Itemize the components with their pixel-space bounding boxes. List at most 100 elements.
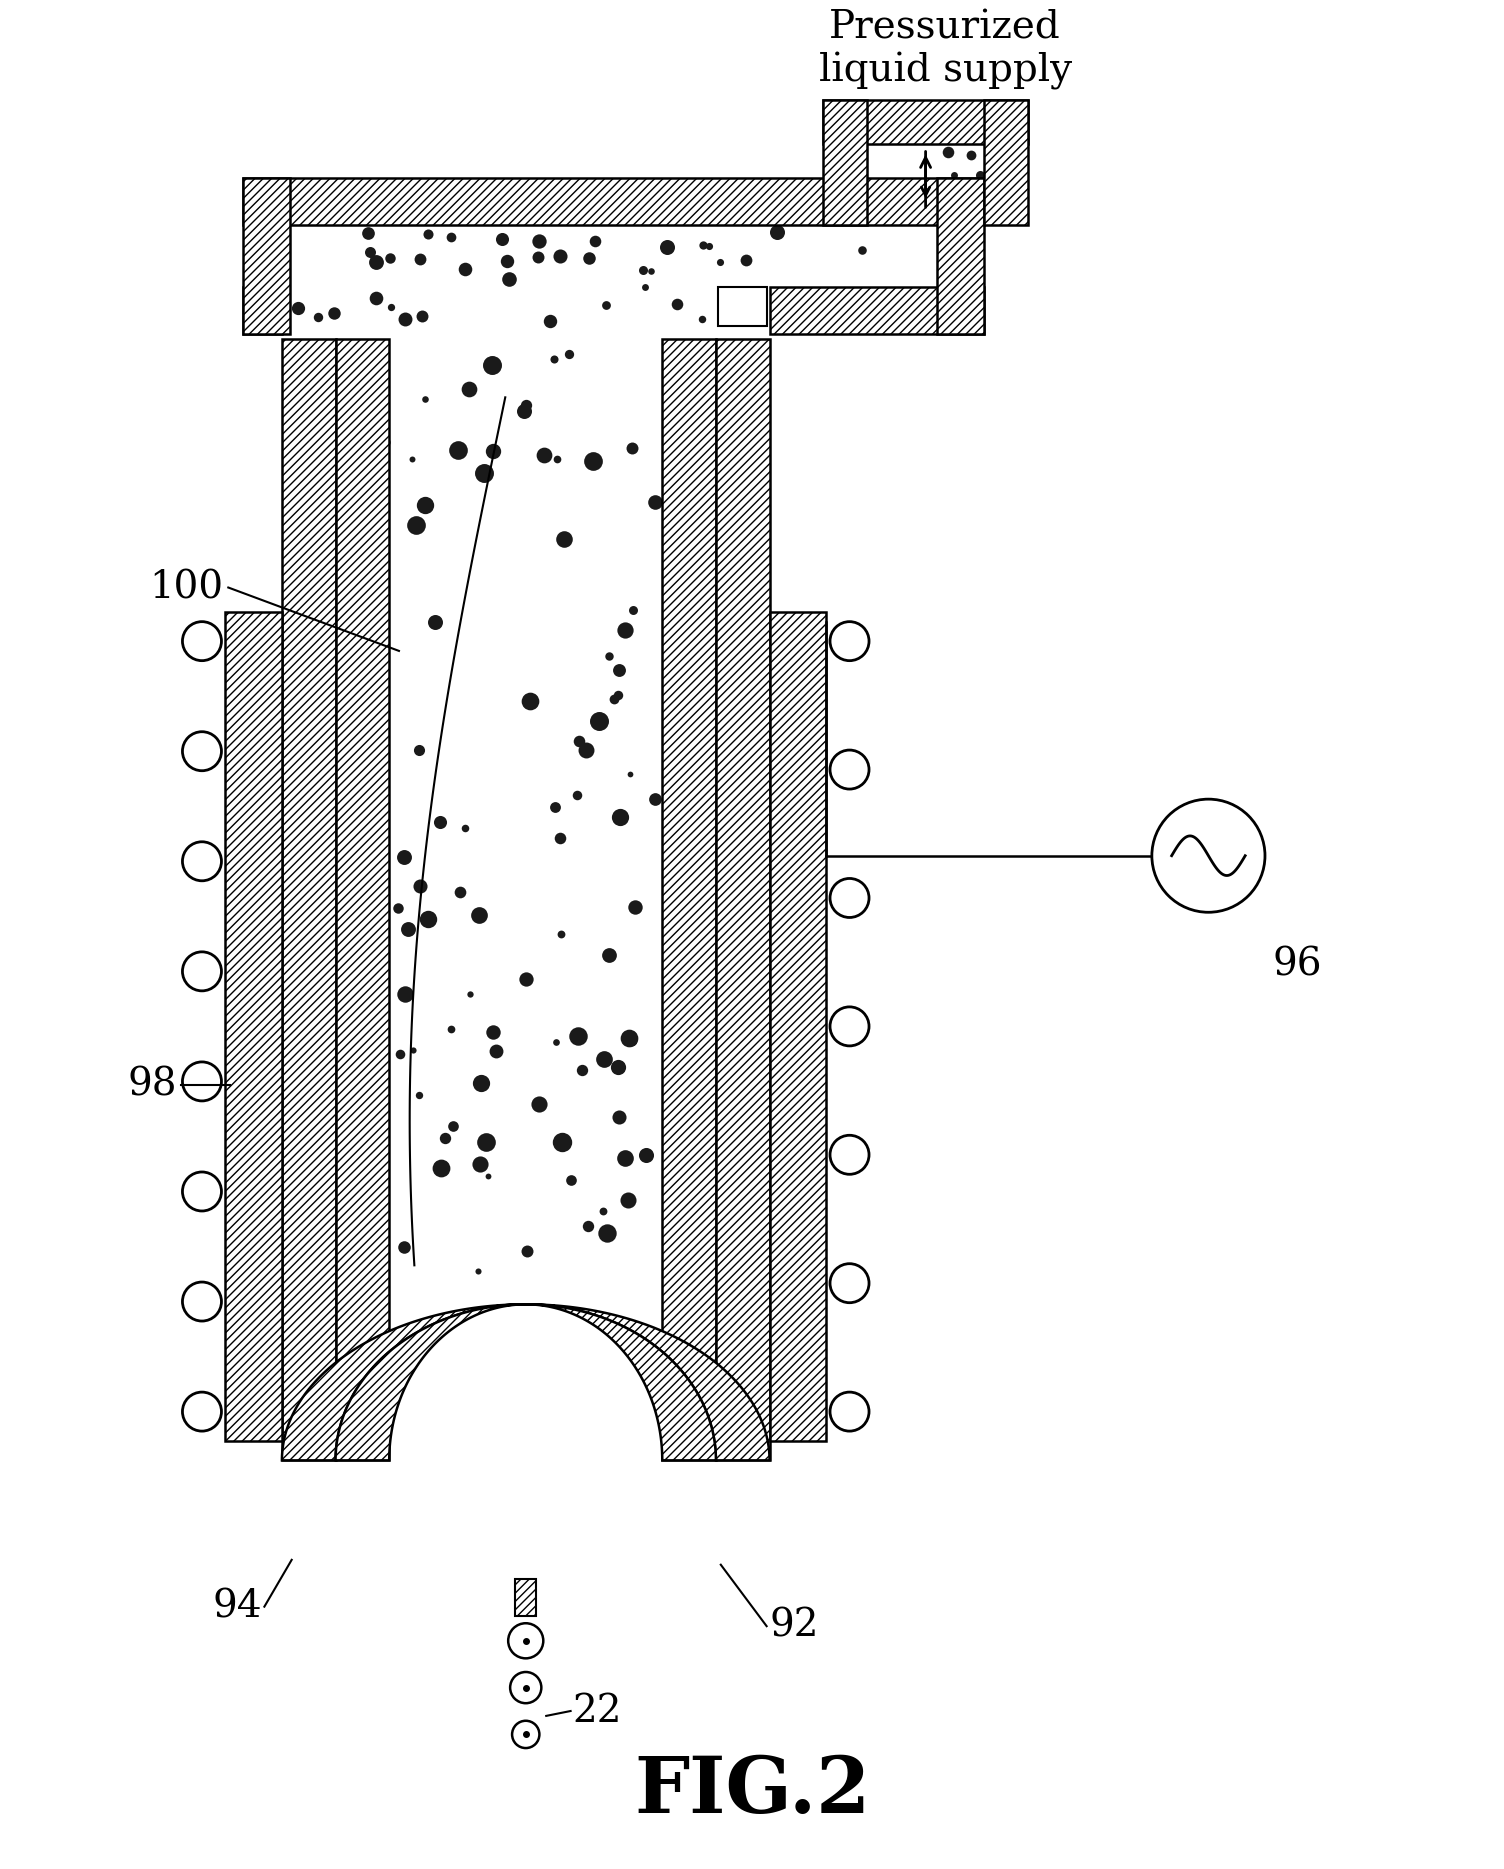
Bar [662,338,716,1460]
Point [833,301,857,331]
Circle shape [830,622,869,660]
Point [949,204,973,234]
Point [526,241,550,271]
Circle shape [830,1134,869,1174]
Point [400,1035,424,1065]
Bar [244,178,984,224]
Point [717,301,741,331]
Point [481,1017,505,1047]
Point [690,1359,714,1389]
Circle shape [182,841,221,880]
Point [484,1035,508,1065]
Point [701,1252,725,1282]
Point [544,445,569,475]
Point [356,987,381,1017]
Text: FIG.2: FIG.2 [633,1753,871,1830]
Point [766,217,790,247]
Point [513,396,537,426]
Bar [823,99,1029,144]
Text: 98: 98 [128,1067,176,1103]
Point [665,849,689,878]
Bar [335,338,390,1460]
Point [414,490,438,520]
Point [469,1069,493,1099]
Bar [244,288,281,335]
Point [378,243,402,273]
Point [480,351,504,381]
Circle shape [830,1007,869,1047]
Point [514,391,538,421]
Point [478,1394,502,1424]
Point [567,727,591,757]
Point [393,979,417,1009]
Point [409,301,433,331]
Point [945,174,969,204]
Point [635,1323,659,1353]
Point [621,596,645,626]
Point [608,1052,632,1082]
Point [468,901,492,931]
Point [671,1220,695,1250]
Point [566,1020,590,1050]
Point [656,1277,680,1306]
Point [340,578,364,607]
Text: 94: 94 [212,1589,262,1626]
Bar [514,1579,537,1617]
Point [447,1396,471,1426]
Text: 96: 96 [1272,946,1322,983]
Point [606,656,630,686]
Point [453,254,477,284]
Point [408,1080,432,1110]
Point [362,985,387,1015]
Point [415,905,439,934]
Point [388,1385,412,1415]
Point [633,271,657,301]
Circle shape [511,1721,540,1748]
Point [364,247,388,277]
Point [472,458,496,488]
Point [714,299,738,329]
Bar [717,288,767,327]
Point [929,308,954,338]
Point [453,813,477,843]
Point [475,1161,499,1191]
Point [690,303,714,333]
Point [543,792,567,822]
Point [396,914,420,944]
Point [353,1385,378,1415]
Circle shape [830,1392,869,1432]
Point [358,237,382,267]
Text: 100: 100 [149,568,224,606]
Polygon shape [281,1305,770,1460]
Circle shape [182,1062,221,1101]
Point [841,297,865,327]
Point [408,245,432,275]
Point [955,290,979,320]
Point [696,232,720,262]
Point [570,1054,594,1084]
Circle shape [830,1263,869,1303]
Point [942,161,966,191]
Point [686,1020,710,1050]
Point [495,1389,519,1419]
Point [532,439,556,469]
Point [286,293,310,323]
Point [594,290,618,320]
Point [620,1026,644,1056]
Point [614,1142,638,1172]
Point [811,305,835,335]
Point [669,992,693,1022]
Polygon shape [335,1305,716,1460]
Point [337,1377,361,1407]
Point [618,759,642,789]
Point [639,256,663,286]
Point [495,247,519,277]
Point [935,136,960,166]
Point [406,735,430,764]
Point [859,166,883,196]
Point [621,434,645,464]
Point [690,230,714,260]
Point [582,226,606,256]
Point [559,1166,584,1196]
Point [408,871,432,901]
